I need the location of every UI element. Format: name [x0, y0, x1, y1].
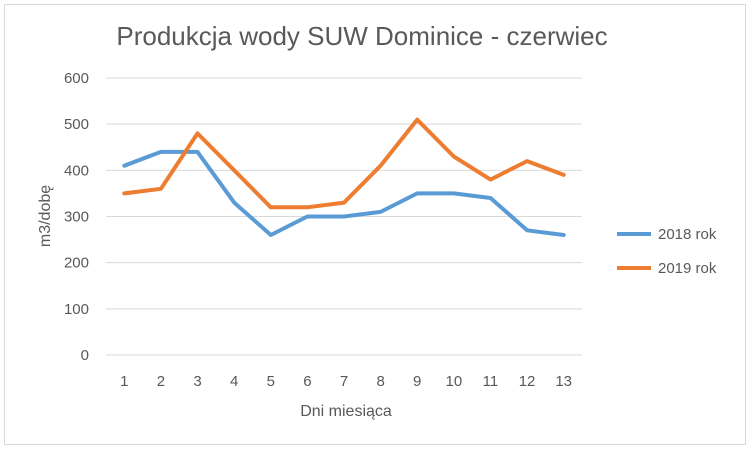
series-line	[122, 117, 566, 210]
y-tick-label: 200	[64, 255, 89, 272]
x-tick-label: 11	[483, 373, 499, 390]
y-tick-label: 300	[64, 209, 89, 226]
y-tick-label: 400	[64, 162, 89, 179]
legend-label: 2019 rok	[658, 260, 717, 277]
y-tick-label: 0	[81, 347, 89, 364]
x-tick-label: 9	[413, 373, 421, 390]
x-tick-label: 10	[446, 373, 463, 390]
gridlines	[106, 77, 582, 356]
y-axis-ticks: 0 100 200 300 400 500 600	[64, 70, 89, 364]
y-axis-title: m3/dobę	[37, 185, 54, 247]
x-tick-label: 4	[230, 373, 238, 390]
x-tick-label: 5	[267, 373, 275, 390]
series-line	[122, 149, 566, 237]
x-tick-label: 6	[303, 373, 311, 390]
x-tick-label: 13	[555, 373, 572, 390]
y-tick-label: 500	[64, 116, 89, 133]
series-lines	[122, 117, 566, 237]
x-tick-label: 2	[157, 373, 165, 390]
x-axis-title: Dni miesiąca	[300, 403, 392, 420]
x-tick-label: 1	[120, 373, 128, 390]
x-tick-label: 7	[340, 373, 348, 390]
chart-title: Produkcja wody SUW Dominice - czerwiec	[116, 21, 607, 51]
legend: 2018 rok 2019 rok	[617, 226, 717, 277]
x-tick-label: 8	[376, 373, 384, 390]
x-tick-label: 12	[519, 373, 536, 390]
y-tick-label: 600	[64, 70, 89, 87]
x-axis-ticks: 1 2 3 4 5 6 7 8 9 10 11 12 13	[120, 373, 572, 390]
y-tick-label: 100	[64, 301, 89, 318]
x-tick-label: 3	[193, 373, 201, 390]
legend-label: 2018 rok	[658, 226, 717, 243]
